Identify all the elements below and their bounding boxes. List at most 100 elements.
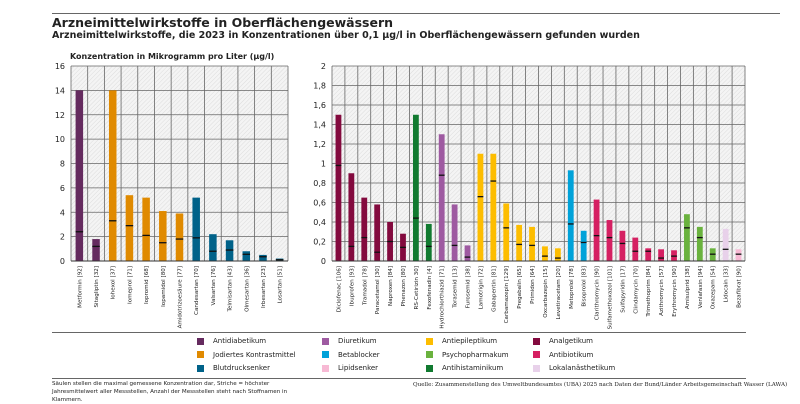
bar-max — [361, 197, 368, 261]
legend-swatch — [197, 351, 204, 358]
legend-item: Betablocker — [322, 351, 380, 359]
legend-label: Antibiotikum — [549, 350, 594, 359]
legend-swatch — [322, 364, 329, 372]
x-tick-label: Iomeprol [71] — [127, 266, 133, 304]
bar-max — [503, 203, 510, 261]
x-tick-label: Venlafaxin [94] — [698, 266, 704, 308]
x-tick-label: Iohexol [37] — [111, 266, 117, 299]
x-tick-label: Trimethoprim [84] — [646, 266, 652, 318]
x-tick-label: Losartan [51] — [278, 266, 284, 304]
bar-max — [125, 195, 134, 261]
chart-subtitle: Arzneimittelwirkstoffe, die 2023 in Konz… — [52, 30, 640, 41]
x-tick-label: Amidotrizoesäure [77] — [178, 266, 184, 328]
y-tick-label: 4 — [60, 208, 65, 217]
bar-max — [259, 254, 267, 261]
x-tick-label: Erythromycin [90] — [672, 266, 678, 317]
x-tick-label: Sitagliptin [32] — [94, 266, 100, 308]
legend-swatch — [533, 351, 540, 358]
bar-max — [348, 173, 355, 261]
x-tick-label: Ibuprofen [93] — [349, 266, 355, 306]
legend-label: Lokalanästhetikum — [549, 364, 616, 372]
legend-label: Lipidsenker — [338, 364, 379, 372]
bar-max — [412, 114, 419, 261]
legend-swatch — [322, 337, 329, 345]
bar-max — [735, 249, 742, 261]
x-tick-label: Carbamazepin [129] — [504, 266, 510, 323]
x-tick-label: Clindamycin [70] — [633, 266, 639, 314]
x-tick-label: Lidocain [33] — [724, 266, 730, 303]
y-tick-label: 1 — [321, 160, 326, 169]
x-tick-label: Azithromycin [57] — [659, 266, 665, 316]
legend-swatch — [197, 337, 204, 345]
bar-max — [374, 204, 381, 261]
x-tick-label: Pregabalin [65] — [517, 266, 523, 309]
x-tick-label: Telmisartan [43] — [228, 266, 234, 313]
legend-item: Antiepileptikum — [426, 337, 497, 345]
legend-swatch — [533, 337, 540, 345]
legend-swatch — [426, 337, 433, 345]
bar-max — [335, 114, 342, 261]
legend-item: Lipidsenker — [322, 364, 378, 372]
x-tick-label: Furosemid [38] — [466, 266, 472, 308]
legend-swatch — [197, 364, 204, 372]
x-tick-label: Iopromid [68] — [144, 266, 150, 304]
bar-max — [108, 90, 117, 261]
y-tick-label: 1,6 — [313, 101, 326, 110]
legend-label: Analgetikum — [549, 337, 593, 345]
x-tick-label: Metformin [92] — [77, 266, 83, 308]
x-tick-label: Amisulprid [38] — [685, 266, 691, 309]
top-rule — [52, 13, 780, 14]
footnote: Säulen stellen die maximal gemessene Kon… — [52, 381, 288, 403]
legend-item: Blutdrucksenker — [197, 364, 270, 372]
x-tick-label: Diclofenac [106] — [336, 266, 342, 312]
legend-bottom-rule — [52, 378, 746, 379]
bar-max — [567, 170, 574, 261]
bar-max — [554, 248, 561, 261]
legend-item: Antibiotikum — [533, 351, 593, 359]
x-tick-label: Oxcarbazepin [15] — [543, 266, 549, 318]
legend-label: Antihistaminikum — [442, 364, 504, 372]
bar-max — [722, 228, 729, 261]
x-tick-label: Olmesartan [36] — [244, 266, 250, 312]
y-tick-label: 0,2 — [313, 238, 326, 247]
y-tick-label: 10 — [55, 135, 65, 144]
bar-max — [75, 90, 84, 261]
x-tick-label: Lamotrigin [72] — [478, 266, 484, 309]
x-tick-label: Primidon [64] — [530, 266, 536, 304]
x-tick-label: Sulfapyridin [17] — [620, 266, 626, 313]
x-tick-label: RS-Cetirizin 30] — [414, 266, 420, 310]
x-tick-label: Naproxen [84] — [388, 266, 394, 306]
y-tick-label: 1,8 — [313, 82, 326, 91]
x-tick-label: Candesartan [70] — [194, 266, 200, 315]
bar-max — [142, 197, 150, 261]
y-tick-label: 2 — [60, 233, 65, 242]
x-tick-label: Clarithromycin [90] — [595, 266, 601, 320]
legend-item: Jodiertes Kontrastmittel — [197, 351, 296, 359]
bar-max — [209, 234, 217, 261]
legend-item: Psychopharmakum — [426, 351, 509, 359]
legend-swatch — [533, 364, 540, 372]
y-tick-label: 1,2 — [313, 140, 326, 149]
bar-max — [645, 248, 652, 261]
bar-max — [658, 249, 665, 261]
bar-max — [619, 230, 626, 261]
y-tick-label: 0 — [321, 257, 326, 266]
y-tick-label: 0,8 — [313, 179, 326, 188]
bar-max — [696, 226, 703, 261]
y-tick-label: 12 — [55, 111, 65, 120]
y-tick-label: 16 — [55, 62, 65, 71]
chart-title: Arzneimittelwirkstoffe in Oberflächengew… — [52, 15, 394, 30]
y-axis-label: Konzentration in Mikrogramm pro Liter (µ… — [70, 52, 275, 61]
legend-label: Diuretikum — [338, 337, 377, 345]
bar-max — [542, 246, 548, 261]
x-tick-label: Tramadol [78] — [362, 266, 368, 306]
bar-max — [438, 134, 445, 261]
legend-label: Betablocker — [338, 350, 380, 359]
x-tick-label: Bezafibrat [90] — [737, 266, 743, 308]
y-tick-label: 0,4 — [313, 218, 326, 227]
legend-item: Antidiabetikum — [197, 337, 266, 345]
y-tick-label: 8 — [60, 160, 65, 169]
x-tick-label: Irbesartan [23] — [261, 266, 267, 308]
legend-item: Antihistaminikum — [426, 364, 503, 372]
bar-max — [242, 251, 251, 261]
